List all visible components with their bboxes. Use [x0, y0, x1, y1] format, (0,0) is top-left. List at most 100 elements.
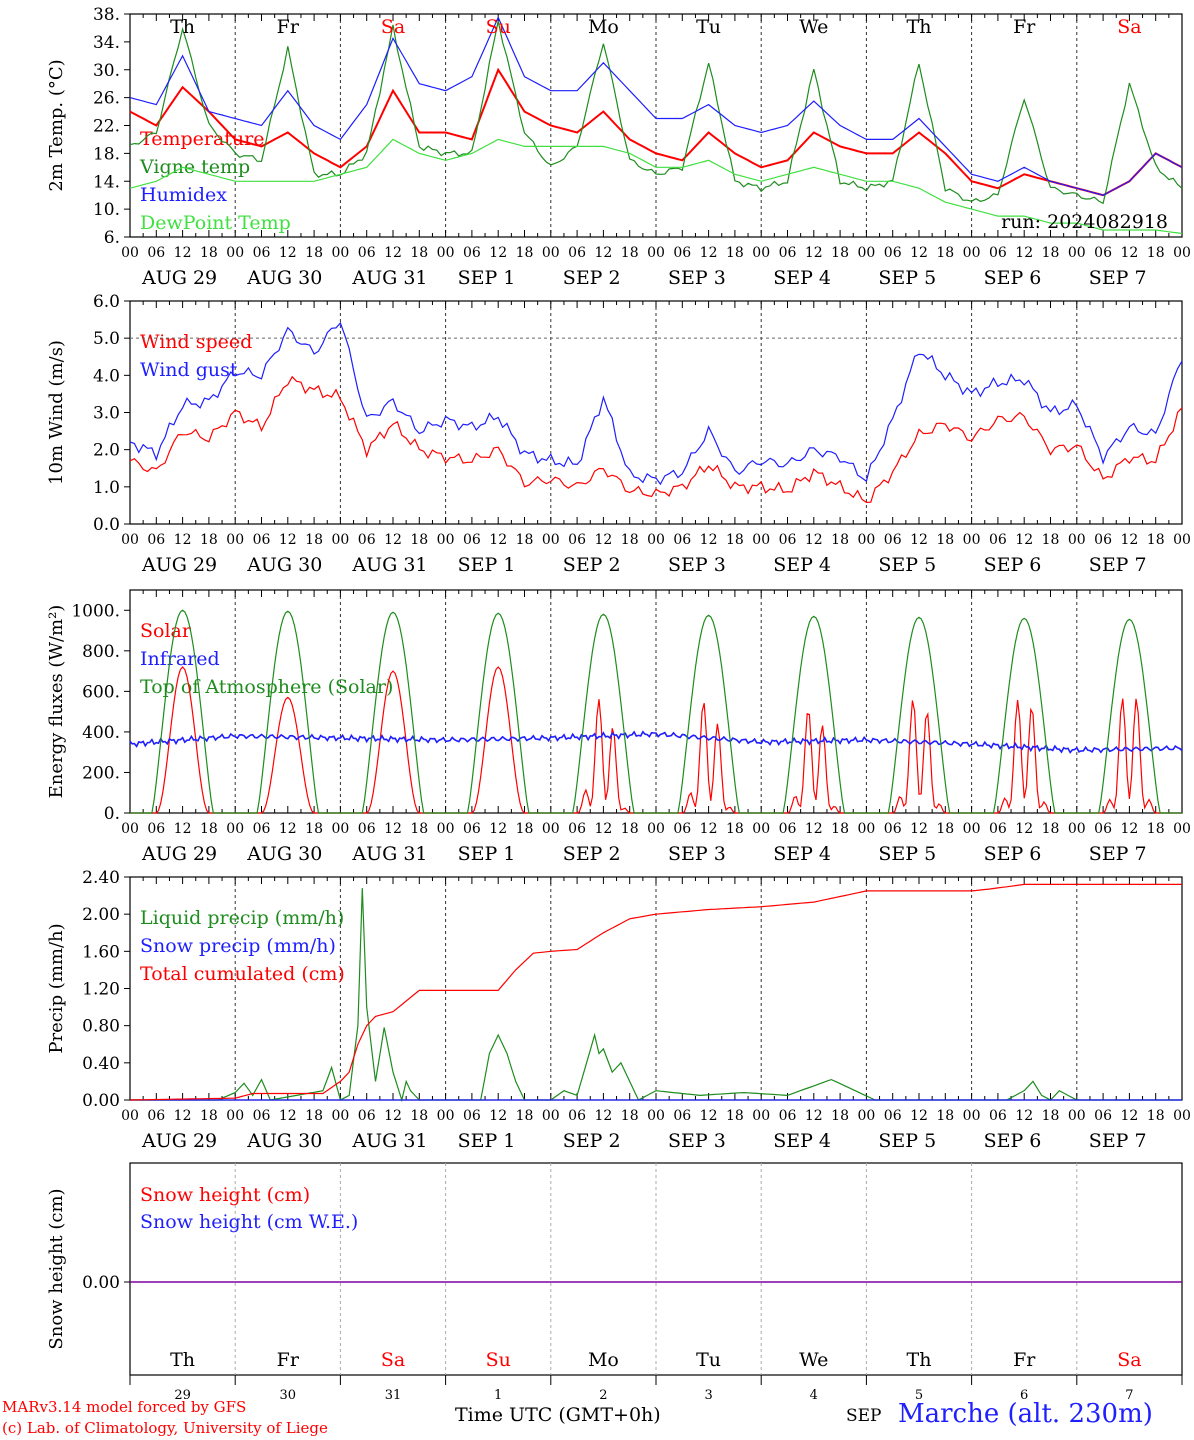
y-tick-label: 0.	[104, 804, 120, 824]
legend-entry: Snow height (cm W.E.)	[140, 1211, 358, 1233]
hour-tick-label: 12	[805, 532, 823, 548]
legend-entry: Snow height (cm)	[140, 1184, 310, 1206]
hour-tick-label: 00	[1068, 1108, 1086, 1124]
hour-tick-label: 18	[516, 532, 534, 548]
hour-tick-label: 18	[621, 532, 639, 548]
hour-tick-label: 00	[1068, 245, 1086, 261]
hour-tick-label: 12	[700, 1108, 718, 1124]
y-tick-label: 4.0	[93, 366, 120, 386]
bottom-day-number: 4	[810, 1388, 818, 1403]
hour-tick-label: 18	[516, 245, 534, 261]
hour-tick-label: 06	[147, 821, 165, 837]
day-label: SEP 2	[563, 554, 621, 576]
y-tick-label: 1000.	[71, 601, 120, 621]
hour-tick-label: 12	[489, 821, 507, 837]
hour-tick-label: 12	[910, 532, 928, 548]
hour-tick-label: 06	[989, 532, 1007, 548]
day-label: SEP 2	[563, 843, 621, 865]
hour-tick-label: 00	[752, 1108, 770, 1124]
hour-tick-label: 00	[857, 1108, 875, 1124]
hour-tick-label: 12	[384, 532, 402, 548]
day-label: SEP 4	[773, 1130, 831, 1152]
hour-tick-label: 00	[963, 245, 981, 261]
day-label: AUG 29	[141, 554, 217, 576]
legend-entry: Snow precip (mm/h)	[140, 935, 336, 957]
hour-tick-label: 06	[358, 1108, 376, 1124]
day-label: SEP 4	[773, 554, 831, 576]
hour-tick-label: 00	[647, 1108, 665, 1124]
day-label: SEP 5	[878, 267, 936, 289]
bottom-weekday-label: Th	[170, 1349, 195, 1371]
hour-tick-label: 18	[200, 532, 218, 548]
hour-tick-label: 06	[568, 245, 586, 261]
hour-tick-label: 06	[779, 245, 797, 261]
y-tick-label: 0.0	[93, 515, 120, 535]
hour-tick-label: 18	[305, 532, 323, 548]
hour-tick-label: 12	[910, 245, 928, 261]
day-label: AUG 30	[246, 267, 322, 289]
hour-tick-label: 18	[831, 1108, 849, 1124]
hour-tick-label: 00	[121, 821, 139, 837]
hour-tick-label: 12	[700, 532, 718, 548]
hour-tick-label: 00	[1068, 821, 1086, 837]
hour-tick-label: 00	[331, 1108, 349, 1124]
bottom-weekday-label: Fr	[277, 1349, 300, 1371]
hour-tick-label: 00	[542, 532, 560, 548]
hour-tick-label: 06	[253, 1108, 271, 1124]
hour-tick-label: 18	[621, 1108, 639, 1124]
hour-tick-label: 18	[1042, 1108, 1060, 1124]
hour-tick-label: 06	[989, 1108, 1007, 1124]
hour-tick-label: 00	[1173, 821, 1191, 837]
hour-tick-label: 12	[700, 245, 718, 261]
legend-entry: DewPoint Temp	[140, 212, 291, 234]
hour-tick-label: 18	[516, 821, 534, 837]
bottom-weekday-label: Sa	[1117, 1349, 1141, 1371]
series-dewpoint-temp	[129, 138, 1183, 235]
series-vigne-temp	[129, 20, 1183, 205]
hour-tick-label: 12	[174, 532, 192, 548]
weekday-label: Mo	[588, 16, 619, 38]
hour-tick-label: 18	[621, 245, 639, 261]
bottom-weekday-label: Fr	[1013, 1349, 1036, 1371]
hour-tick-label: 18	[831, 821, 849, 837]
station-label: Marche (alt. 230m)	[898, 1399, 1153, 1429]
bottom-day-number: 29	[174, 1388, 191, 1403]
hour-tick-label: 06	[463, 1108, 481, 1124]
hour-tick-label: 06	[673, 245, 691, 261]
weekday-label: We	[799, 16, 828, 38]
bottom-day-number: 1	[494, 1388, 502, 1403]
hour-tick-label: 00	[437, 821, 455, 837]
hour-tick-label: 12	[594, 1108, 612, 1124]
y-tick-label: 38.	[93, 5, 120, 25]
day-label: AUG 31	[351, 1130, 427, 1152]
day-label: AUG 29	[141, 1130, 217, 1152]
hour-tick-label: 18	[936, 1108, 954, 1124]
y-tick-label: 30.	[93, 61, 120, 81]
day-label: SEP 3	[668, 843, 726, 865]
day-label: SEP 1	[458, 1130, 516, 1152]
panel-2-frame	[129, 589, 1183, 814]
legend-entry: Humidex	[140, 184, 227, 206]
hour-tick-label: 06	[673, 821, 691, 837]
y-tick-label: 800.	[82, 642, 120, 662]
hour-tick-label: 18	[1147, 821, 1165, 837]
hour-tick-label: 12	[805, 821, 823, 837]
y-tick-label: 200.	[82, 763, 120, 783]
y-tick-label: 2.40	[82, 868, 120, 888]
hour-tick-label: 12	[279, 532, 297, 548]
y-axis-label: 2m Temp. (°C)	[46, 59, 67, 191]
y-tick-label: 26.	[93, 89, 120, 109]
hour-tick-label: 00	[121, 1108, 139, 1124]
hour-tick-label: 00	[963, 821, 981, 837]
y-tick-label: 1.0	[93, 478, 120, 498]
hour-tick-label: 00	[963, 532, 981, 548]
day-label: SEP 5	[878, 1130, 936, 1152]
y-tick-label: 5.0	[93, 329, 120, 349]
day-label: SEP 5	[878, 843, 936, 865]
hour-tick-label: 06	[147, 1108, 165, 1124]
y-tick-label: 3.0	[93, 404, 120, 424]
bottom-day-number: 3	[704, 1388, 712, 1403]
hour-tick-label: 18	[410, 821, 428, 837]
legend-entry: Wind speed	[140, 331, 252, 353]
hour-tick-label: 18	[726, 532, 744, 548]
